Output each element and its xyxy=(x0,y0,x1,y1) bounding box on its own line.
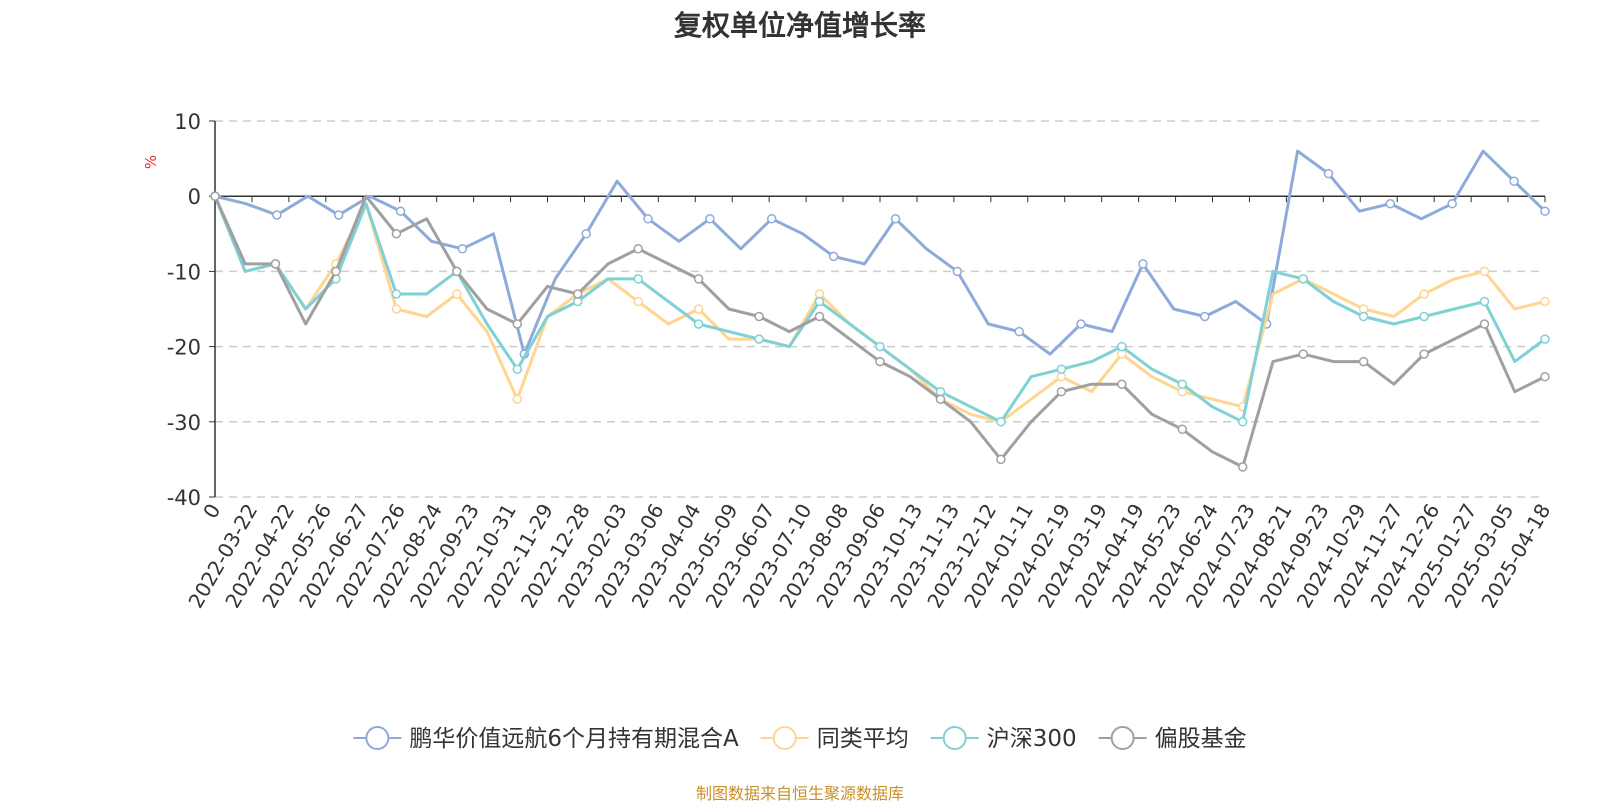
data-point xyxy=(1479,266,1490,277)
data-point xyxy=(1298,349,1308,359)
data-point xyxy=(1358,311,1369,322)
data-point xyxy=(1358,356,1369,367)
data-point xyxy=(1237,417,1248,427)
data-point xyxy=(512,319,523,329)
legend-item[interactable]: 同类平均 xyxy=(760,726,909,752)
data-point xyxy=(754,311,764,322)
data-point xyxy=(272,210,282,220)
series-line xyxy=(213,195,1546,424)
data-point xyxy=(391,289,402,299)
legend-label: 鹏华价值远航6个月持有期混合A xyxy=(409,726,739,752)
data-point xyxy=(1540,296,1550,307)
data-point xyxy=(633,296,643,307)
data-point xyxy=(633,274,643,284)
data-point xyxy=(996,454,1006,465)
legend-item[interactable]: 偏股基金 xyxy=(1098,726,1247,752)
data-point xyxy=(331,266,341,277)
data-point xyxy=(935,394,946,404)
data-point xyxy=(391,229,402,239)
data-point xyxy=(1138,259,1148,269)
chart-title: 复权单位净值增长率 xyxy=(673,9,926,42)
data-point xyxy=(693,274,704,284)
data-point xyxy=(1117,379,1127,389)
source-note: 制图数据来自恒生聚源数据库 xyxy=(695,784,904,803)
data-point xyxy=(1298,274,1308,284)
data-point xyxy=(1014,326,1024,337)
legend-circle-icon xyxy=(1110,726,1135,750)
data-point xyxy=(1056,364,1067,374)
y-tick-label: -40 xyxy=(167,486,201,510)
data-point xyxy=(1509,176,1519,186)
data-point xyxy=(643,214,653,224)
data-point xyxy=(452,266,462,277)
data-point xyxy=(1540,206,1550,216)
data-point xyxy=(512,394,523,404)
data-point xyxy=(457,244,468,254)
data-point xyxy=(828,251,839,262)
series-line xyxy=(214,149,1547,356)
legend-circle-icon xyxy=(772,726,797,750)
data-point xyxy=(1479,296,1490,307)
data-point xyxy=(1419,349,1429,359)
data-point xyxy=(1385,198,1396,209)
y-tick-label: -20 xyxy=(167,336,201,360)
data-point xyxy=(1076,319,1086,329)
y-tick-label: -10 xyxy=(167,260,201,284)
legend-circle-icon xyxy=(942,726,967,750)
data-point xyxy=(814,311,825,322)
y-tick-label: 10 xyxy=(174,110,201,134)
data-point xyxy=(1177,424,1188,435)
data-point xyxy=(693,319,704,329)
data-point xyxy=(996,417,1006,427)
data-point xyxy=(270,259,281,269)
data-point xyxy=(333,210,344,220)
series-lines xyxy=(210,149,1550,472)
data-point xyxy=(395,206,406,216)
data-point xyxy=(705,214,715,224)
data-point xyxy=(766,214,777,224)
legend-circle-icon xyxy=(365,726,390,750)
data-point xyxy=(1479,319,1490,329)
data-point xyxy=(1323,168,1334,179)
data-point xyxy=(1177,379,1188,389)
data-point xyxy=(1200,311,1210,322)
data-point xyxy=(875,356,885,367)
data-point xyxy=(1237,462,1248,472)
legend[interactable]: 鹏华价值远航6个月持有期混合A 同类平均 沪深300 偏股基金 xyxy=(353,726,1247,752)
data-point xyxy=(1117,341,1127,352)
legend-label: 偏股基金 xyxy=(1155,726,1247,752)
series-4 xyxy=(210,191,1550,472)
legend-item[interactable]: 沪深300 xyxy=(930,726,1077,752)
data-point xyxy=(572,289,583,299)
y-tick-label: 0 xyxy=(188,185,201,209)
legend-label: 沪深300 xyxy=(987,726,1077,752)
data-point xyxy=(1540,371,1550,382)
data-point xyxy=(1056,386,1067,397)
y-axis-unit-label: % xyxy=(142,155,160,169)
data-point xyxy=(452,289,462,299)
series-1 xyxy=(210,149,1550,359)
data-point xyxy=(693,304,704,314)
data-point xyxy=(890,214,901,224)
data-point xyxy=(875,341,885,352)
data-point xyxy=(754,334,764,344)
series-line xyxy=(213,194,1546,469)
data-point xyxy=(952,266,963,277)
data-point xyxy=(210,191,220,201)
data-point xyxy=(1447,198,1457,209)
data-point xyxy=(1419,289,1429,299)
data-point xyxy=(633,244,643,254)
y-tick-label: -30 xyxy=(167,411,201,435)
data-point xyxy=(1540,334,1550,344)
data-point xyxy=(814,296,825,307)
data-point xyxy=(512,364,523,374)
data-point xyxy=(1419,311,1429,322)
data-point xyxy=(581,229,591,239)
line-chart: 100-10-20-30-4002022-03-222022-04-222022… xyxy=(142,110,1555,752)
data-point xyxy=(391,304,402,314)
legend-label: 同类平均 xyxy=(817,726,909,752)
legend-item[interactable]: 鹏华价值远航6个月持有期混合A xyxy=(353,726,739,752)
x-tick-label: 0 xyxy=(198,500,225,523)
